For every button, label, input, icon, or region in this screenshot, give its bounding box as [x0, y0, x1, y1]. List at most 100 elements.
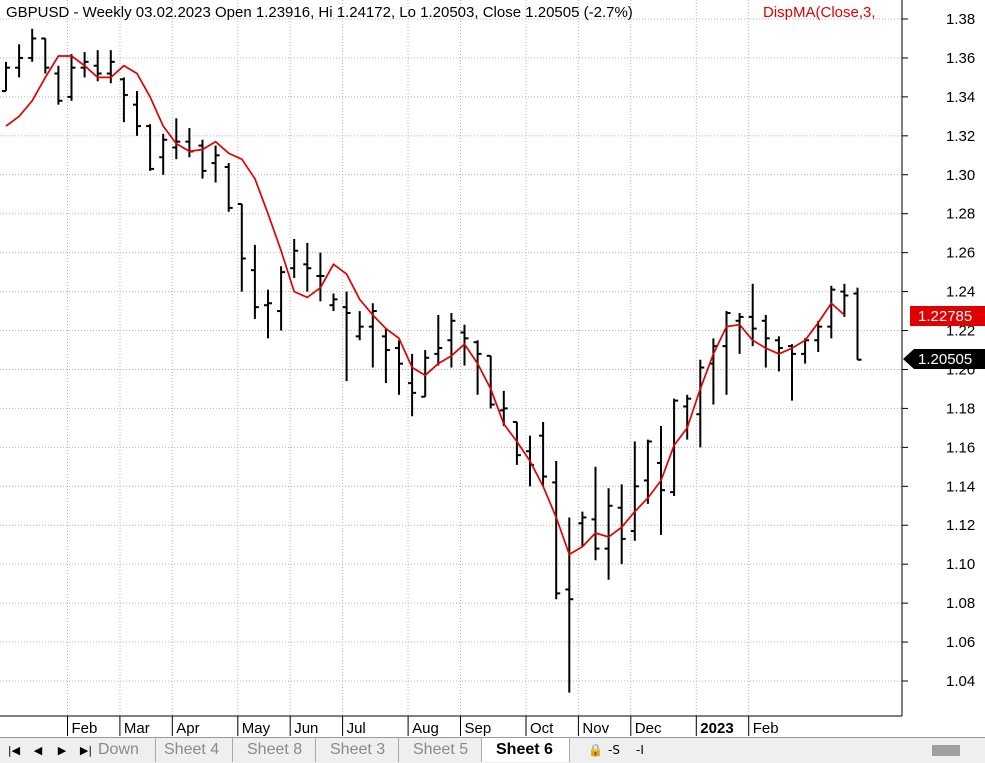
ohlc-bar — [486, 354, 495, 409]
x-tick-label: Feb — [72, 720, 98, 737]
x-tick-label: Jun — [294, 720, 318, 737]
last-icon: ▶| — [79, 744, 93, 757]
ohlc-bar — [434, 314, 443, 366]
y-tick-label: 1.04 — [946, 673, 975, 690]
prev-icon: ◀ — [33, 744, 43, 757]
ohlc-bar — [696, 359, 705, 448]
tab-sheet-3[interactable]: Sheet 3 — [316, 738, 399, 762]
x-tick-label: Oct — [530, 720, 554, 737]
ohlc-bar — [408, 353, 417, 417]
ohlc-bar — [735, 313, 744, 354]
ohlc-bar — [355, 311, 364, 341]
ohlc-bar — [316, 252, 325, 302]
y-tick-label: 1.32 — [946, 128, 975, 145]
ohlc-bar — [604, 488, 613, 580]
y-tick-label: 1.36 — [946, 50, 975, 67]
ohlc-bar — [421, 350, 430, 398]
y-tick-label: 1.34 — [946, 89, 975, 106]
ohlc-bar — [591, 466, 600, 561]
ohlc-bar — [840, 283, 849, 317]
tab-sheet-5[interactable]: Sheet 5 — [399, 738, 482, 762]
first-icon: |◀ — [7, 744, 21, 757]
ohlc-bar — [93, 50, 102, 82]
ohlc-bar — [552, 460, 561, 600]
ohlc-bar — [761, 314, 770, 368]
y-tick-label: 1.12 — [946, 517, 975, 534]
ohlc-bar — [814, 320, 823, 352]
last-sheet-button[interactable]: ▶| — [77, 742, 95, 759]
ohlc-bar — [578, 511, 587, 547]
ohlc-bar — [185, 128, 194, 158]
y-tick-label: 1.38 — [946, 11, 975, 28]
ma-price-tag: 1.22785 — [910, 306, 985, 326]
ohlc-bar — [512, 421, 521, 465]
ohlc-bar — [630, 441, 639, 541]
ohlc-bar — [198, 139, 207, 179]
header-symbol-info: GBPUSD - Weekly 03.02.2023 Open 1.23916,… — [6, 4, 633, 21]
y-tick-label: 1.24 — [946, 284, 975, 301]
x-tick-label: Aug — [412, 720, 439, 737]
close-price-tag: 1.20505 — [903, 349, 985, 369]
ohlc-bar — [106, 50, 115, 84]
ohlc-bar — [617, 484, 626, 565]
tab-sheet-6[interactable]: Sheet 6 — [482, 738, 570, 762]
x-tick-label: May — [242, 720, 271, 737]
ohlc-bar — [788, 344, 796, 401]
x-tick-label: 2023 — [700, 720, 733, 737]
tab-sheet-4[interactable]: Sheet 4 — [150, 738, 233, 762]
x-tick-label: Jul — [347, 720, 366, 737]
ohlc-bar — [827, 285, 836, 339]
y-tick-label: 1.14 — [946, 478, 975, 495]
y-tick-label: 1.10 — [946, 556, 975, 573]
ohlc-bar — [146, 124, 155, 171]
ohlc-bar — [250, 244, 259, 319]
ohlc-bar — [539, 422, 548, 487]
ohlc-bar — [565, 517, 574, 693]
x-tick-label: Dec — [635, 720, 662, 737]
ohlc-bar — [395, 340, 403, 395]
ohlc-bar — [499, 390, 508, 426]
ohlc-bar — [224, 163, 233, 212]
ohlc-bar — [447, 313, 456, 368]
ohlc-bar — [54, 65, 63, 105]
ohlc-series — [2, 28, 862, 693]
y-tick-label: 1.30 — [946, 167, 975, 184]
y-tick-label: 1.26 — [946, 245, 975, 262]
tab-down[interactable]: Down — [84, 738, 156, 762]
close-price-tag-text: 1.20505 — [918, 351, 972, 368]
ohlc-bar — [237, 202, 246, 292]
tab-sheet-8[interactable]: Sheet 8 — [233, 738, 316, 762]
sync-s-button[interactable]: -S — [608, 743, 620, 757]
ohlc-bar — [683, 394, 692, 440]
ma-line — [5, 55, 845, 556]
ohlc-bar — [133, 91, 141, 136]
ohlc-bar — [28, 28, 37, 62]
ohlc-bar — [159, 133, 168, 175]
next-sheet-button[interactable]: ▶ — [53, 742, 71, 759]
ohlc-bar — [41, 37, 50, 74]
ohlc-bar — [172, 118, 181, 160]
sync-i-button[interactable]: -I — [636, 743, 644, 757]
ohlc-bar — [643, 439, 652, 504]
ohlc-bar — [211, 145, 220, 183]
ohlc-bar — [473, 340, 482, 395]
x-axis: Feb Mar Apr May Jun Jul Aug Sep Oct Nov Dec 2023 Feb — [67, 716, 779, 737]
ohlc-bar — [748, 283, 757, 347]
first-sheet-button[interactable]: |◀ — [5, 742, 23, 759]
ohlc-bar — [381, 328, 390, 384]
lock-icon[interactable]: 🔒 — [588, 743, 603, 757]
next-icon: ▶ — [57, 744, 67, 757]
ohlc-bar — [303, 242, 312, 292]
horizontal-scroll-thumb[interactable] — [932, 745, 960, 756]
ohlc-bar — [290, 239, 299, 278]
ohlc-bar — [119, 77, 128, 123]
ohlc-bar — [853, 287, 862, 361]
y-tick-label: 1.22 — [946, 323, 975, 340]
ohlc-bar — [722, 311, 731, 395]
prev-sheet-button[interactable]: ◀ — [29, 742, 47, 759]
y-tick-label: 1.06 — [946, 634, 975, 651]
ma-price-tag-text: 1.22785 — [918, 308, 972, 325]
sheet-tab-bar: |◀ ◀ ▶ ▶| Down Sheet 4 Sheet 8 Sheet 3 S… — [0, 737, 985, 763]
ohlc-bar — [15, 44, 24, 78]
ohlc-bar — [277, 266, 286, 331]
